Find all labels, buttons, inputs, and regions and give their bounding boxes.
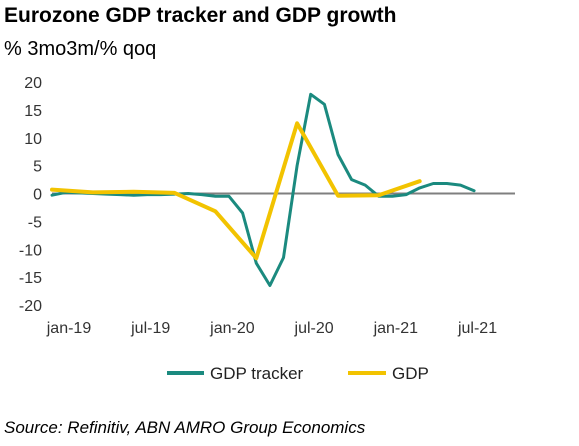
series-line-gdp <box>50 121 422 261</box>
x-axis-ticks: jan-19 jul-19 jan-20 jul-20 jan-21 jul-21 <box>46 320 497 337</box>
source-note: Source: Refinitiv, ABN AMRO Group Econom… <box>4 418 366 437</box>
chart-subtitle: % 3mo3m/% qoq <box>4 38 157 60</box>
y-tick-label: 20 <box>24 75 42 92</box>
y-tick-label: -5 <box>28 214 42 231</box>
chart-title: Eurozone GDP tracker and GDP growth <box>4 4 397 27</box>
x-tick-label: jul-21 <box>457 320 497 337</box>
y-axis-ticks: 20 15 10 5 0 -5 -10 -15 -20 <box>19 75 42 315</box>
x-tick-label: jan-21 <box>373 320 419 337</box>
y-tick-label: -20 <box>19 298 42 315</box>
legend: GDP tracker GDP <box>167 364 429 383</box>
y-tick-label: 15 <box>24 103 42 120</box>
y-tick-label: -15 <box>19 270 42 287</box>
x-tick-label: jul-20 <box>294 320 334 337</box>
series-line-gdp-tracker <box>50 92 476 287</box>
x-tick-label: jan-20 <box>209 320 255 337</box>
legend-label-gdp-tracker: GDP tracker <box>210 364 304 383</box>
y-tick-label: 0 <box>33 187 42 204</box>
series-lines <box>50 92 476 287</box>
x-tick-label: jul-19 <box>130 320 170 337</box>
y-tick-label: 5 <box>33 159 42 176</box>
legend-label-gdp: GDP <box>392 364 429 383</box>
x-tick-label: jan-19 <box>46 320 92 337</box>
y-tick-label: 10 <box>24 131 42 148</box>
y-tick-label: -10 <box>19 242 42 259</box>
